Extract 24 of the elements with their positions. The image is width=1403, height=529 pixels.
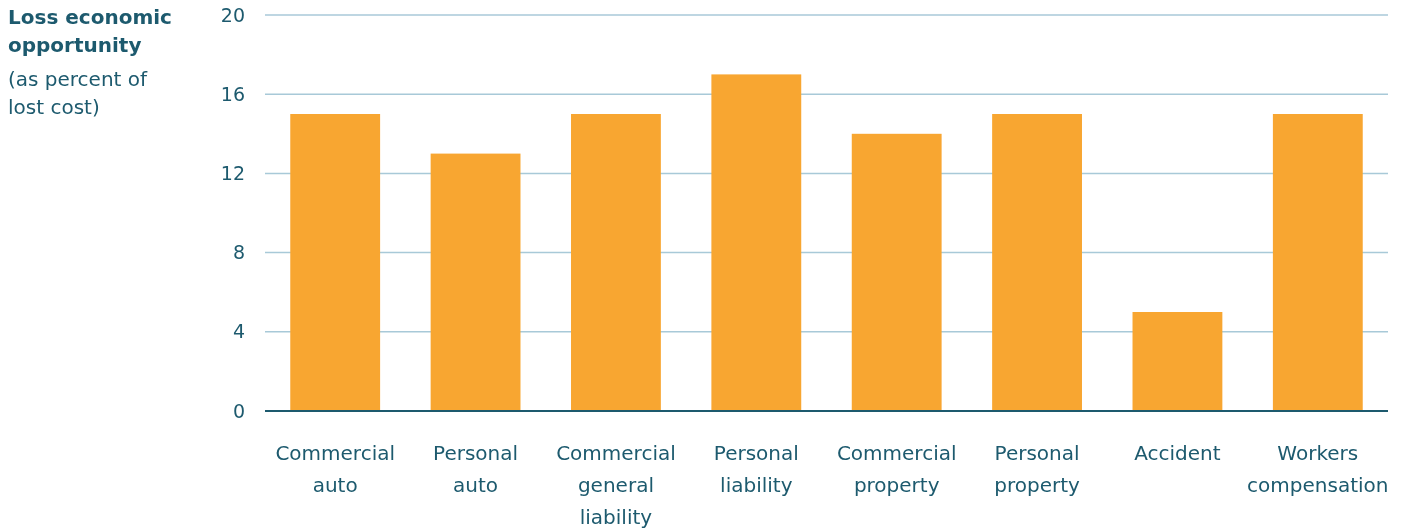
text: Loss economic opportunity xyxy=(8,5,172,57)
x-tick-label: Commercial general liability xyxy=(556,441,676,529)
x-tick-label: Accident xyxy=(1134,441,1221,465)
y-tick-label: 8 xyxy=(232,241,245,264)
y-tick-label: 12 xyxy=(220,162,245,185)
bar xyxy=(851,133,942,411)
bar xyxy=(430,153,521,411)
bar xyxy=(1272,114,1363,411)
x-tick-label: Workers compensation xyxy=(1247,441,1389,497)
y-tick-label: 20 xyxy=(220,3,245,26)
y-tick-label: 4 xyxy=(232,320,245,343)
bar xyxy=(711,74,802,411)
bar xyxy=(290,114,381,411)
y-tick-label: 0 xyxy=(232,399,245,422)
bar xyxy=(1132,312,1223,411)
x-tick-label: Commercial property xyxy=(836,441,957,497)
y-axis-title: (as percent of lost cost) xyxy=(8,67,149,119)
x-tick-label: Personal auto xyxy=(433,441,519,497)
x-tick-label: Personal property xyxy=(994,441,1081,497)
bar xyxy=(571,114,661,411)
x-tick-label: Commercial auto xyxy=(275,441,395,497)
x-tick-label: Personal liability xyxy=(713,441,799,497)
bar xyxy=(992,114,1082,411)
y-tick-label: 16 xyxy=(220,82,245,105)
